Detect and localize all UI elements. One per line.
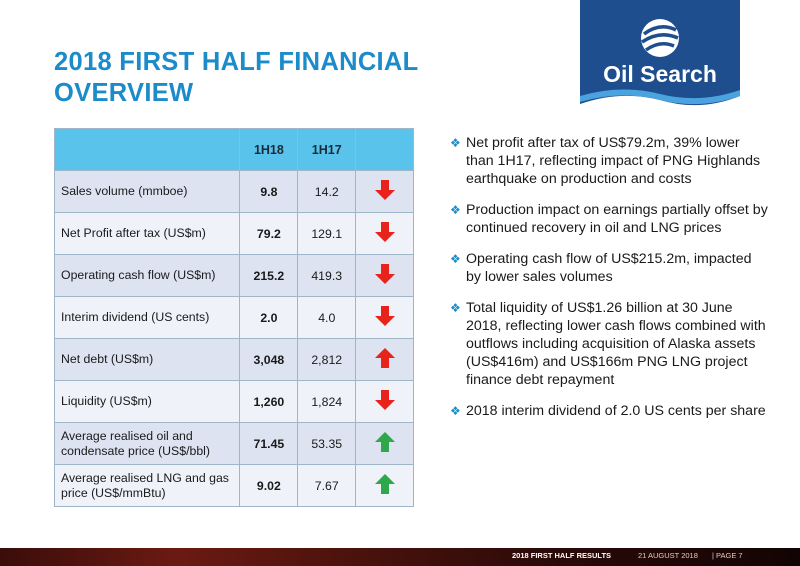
row-label: Interim dividend (US cents): [53, 296, 241, 339]
row-label: Net debt (US$m): [53, 338, 241, 381]
table-row: Interim dividend (US cents) 2.0 4.0: [53, 296, 414, 339]
logo-wordmark: Oil Search: [603, 61, 717, 87]
header-trend: [355, 128, 414, 171]
table-row: Liquidity (US$m) 1,260 1,824: [53, 380, 414, 423]
row-1h17-value: 2,812: [297, 338, 357, 381]
highlight-item: ❖ Net profit after tax of US$79.2m, 39% l…: [450, 134, 770, 188]
highlight-text: Production impact on earnings partially …: [466, 202, 768, 236]
down-arrow-icon: [355, 296, 414, 339]
up-arrow-green-icon: [355, 422, 414, 465]
highlight-item: ❖ Production impact on earnings partially…: [450, 201, 770, 237]
highlight-text: Operating cash flow of US$215.2m, impact…: [466, 251, 752, 285]
footer-results: 2018 FIRST HALF RESULTS: [512, 551, 612, 560]
highlight-text: Net profit after tax of US$79.2m, 39% lo…: [466, 135, 761, 187]
footer-bar: 2018 FIRST HALF RESULTS 21 AUGUST 2018 |…: [0, 548, 800, 566]
row-1h18-value: 79.2: [239, 212, 299, 255]
diamond-bullet-icon: ❖: [450, 136, 461, 150]
highlight-item: ❖ 2018 interim dividend of 2.0 US cents p…: [450, 402, 770, 420]
row-label: Liquidity (US$m): [53, 380, 241, 423]
header-1h17: 1H17: [297, 128, 357, 171]
row-label: Average realised LNG and gas price (US$/…: [53, 464, 241, 507]
header-1h18: 1H18: [239, 128, 299, 171]
row-1h18-value: 2.0: [239, 296, 299, 339]
oil-search-globe-icon: Oil Search: [580, 0, 740, 106]
row-label: Sales volume (mmboe): [53, 170, 241, 213]
footer-date: 21 AUGUST 2018: [638, 551, 698, 560]
financial-summary-table: 1H18 1H17 Sales volume (mmboe) 9.8 14.2 Net…: [53, 128, 414, 507]
row-1h18-value: 3,048: [239, 338, 299, 381]
page-title-line-1: 2018 FIRST HALF FINANCIAL: [54, 48, 419, 76]
table-row: Operating cash flow (US$m) 215.2 419.3: [53, 254, 414, 297]
down-arrow-icon: [355, 254, 414, 297]
row-1h17-value: 14.2: [297, 170, 357, 213]
diamond-bullet-icon: ❖: [450, 203, 461, 217]
row-1h17-value: 129.1: [297, 212, 357, 255]
down-arrow-icon: [355, 212, 414, 255]
table-header-row: 1H18 1H17: [53, 128, 414, 171]
up-arrow-green-icon: [355, 464, 414, 507]
highlight-item: ❖ Operating cash flow of US$215.2m, impac…: [450, 250, 770, 286]
highlights-list: ❖ Net profit after tax of US$79.2m, 39% l…: [450, 134, 770, 433]
table-row: Sales volume (mmboe) 9.8 14.2: [53, 170, 414, 213]
row-label: Operating cash flow (US$m): [53, 254, 241, 297]
header-blank: [53, 128, 241, 171]
oil-search-logo: Oil Search: [580, 0, 740, 112]
table-row: Average realised oil and condensate pric…: [53, 422, 414, 465]
row-1h17-value: 419.3: [297, 254, 357, 297]
highlight-item: ❖ Total liquidity of US$1.26 billion at 3…: [450, 299, 770, 389]
row-1h18-value: 1,260: [239, 380, 299, 423]
row-1h17-value: 1,824: [297, 380, 357, 423]
up-arrow-red-icon: [355, 338, 414, 381]
row-1h18-value: 9.02: [239, 464, 299, 507]
row-1h17-value: 53.35: [297, 422, 357, 465]
down-arrow-icon: [355, 380, 414, 423]
table-row: Net Profit after tax (US$m) 79.2 129.1: [53, 212, 414, 255]
diamond-bullet-icon: ❖: [450, 404, 461, 418]
highlight-text: 2018 interim dividend of 2.0 US cents pe…: [466, 403, 766, 419]
footer-page: | PAGE 7: [712, 551, 743, 560]
row-label: Net Profit after tax (US$m): [53, 212, 241, 255]
row-1h17-value: 4.0: [297, 296, 357, 339]
down-arrow-icon: [355, 170, 414, 213]
page-title: 2018 FIRST HALF FINANCIAL OVERVIEW: [54, 47, 524, 109]
table-row: Average realised LNG and gas price (US$/…: [53, 464, 414, 507]
page-title-line-2: OVERVIEW: [54, 79, 194, 107]
row-1h18-value: 9.8: [239, 170, 299, 213]
row-1h18-value: 215.2: [239, 254, 299, 297]
row-1h17-value: 7.67: [297, 464, 357, 507]
diamond-bullet-icon: ❖: [450, 301, 461, 315]
row-label: Average realised oil and condensate pric…: [53, 422, 241, 465]
table-row: Net debt (US$m) 3,048 2,812: [53, 338, 414, 381]
row-1h18-value: 71.45: [239, 422, 299, 465]
highlight-text: Total liquidity of US$1.26 billion at 30…: [466, 300, 766, 388]
diamond-bullet-icon: ❖: [450, 252, 461, 266]
